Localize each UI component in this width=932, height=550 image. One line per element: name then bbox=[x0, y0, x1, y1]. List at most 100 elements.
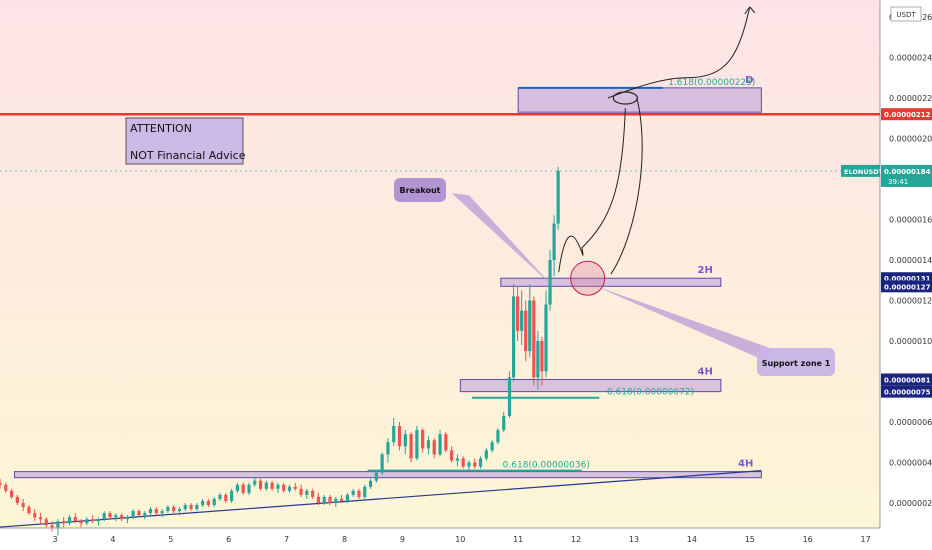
candle-body bbox=[508, 377, 511, 415]
candle-body bbox=[381, 454, 384, 472]
fib-label: 1.618(0.00000225) bbox=[668, 78, 755, 88]
x-tick-label: 14 bbox=[687, 535, 697, 544]
candle-body bbox=[120, 515, 123, 519]
price-tag-label: 0.00000075 bbox=[884, 389, 931, 397]
candle-body bbox=[178, 509, 181, 511]
candle-body bbox=[340, 499, 343, 501]
candle-body bbox=[512, 296, 515, 377]
candle-body bbox=[299, 489, 302, 495]
candle-body bbox=[242, 485, 245, 493]
candle-body bbox=[375, 473, 378, 481]
candle-body bbox=[97, 519, 100, 521]
candle-body bbox=[27, 507, 30, 513]
zone-box[interactable] bbox=[14, 472, 761, 478]
candle-body bbox=[16, 497, 19, 503]
candle-body bbox=[45, 519, 48, 525]
candle-body bbox=[85, 519, 88, 523]
candle-body bbox=[161, 511, 164, 513]
candle-body bbox=[421, 430, 424, 448]
candle-body bbox=[334, 499, 337, 503]
candle-body bbox=[357, 491, 360, 497]
candle-body bbox=[369, 481, 372, 487]
candle-body bbox=[114, 515, 117, 517]
candle-body bbox=[363, 487, 366, 497]
candle-body bbox=[516, 296, 519, 330]
candle-body bbox=[259, 481, 262, 489]
candle-body bbox=[491, 442, 494, 450]
candle-body bbox=[557, 171, 560, 224]
candle-body bbox=[213, 499, 216, 505]
zone-box[interactable] bbox=[518, 88, 761, 112]
candle-body bbox=[271, 483, 274, 489]
candle-body bbox=[427, 440, 430, 448]
breakout-label: Breakout bbox=[400, 186, 441, 195]
candle-body bbox=[51, 525, 54, 527]
x-tick-label: 12 bbox=[571, 535, 581, 544]
candle-body bbox=[189, 505, 192, 509]
price-tag-label: 0.00000212 bbox=[884, 111, 931, 119]
candle-body bbox=[524, 311, 527, 352]
candle-body bbox=[10, 491, 13, 497]
candle-body bbox=[132, 511, 135, 517]
candle-body bbox=[108, 513, 111, 517]
candle-body bbox=[195, 505, 198, 509]
candle-body bbox=[33, 513, 36, 517]
candle-body bbox=[4, 485, 7, 491]
candle-body bbox=[520, 311, 523, 331]
last-price-label: 0.00000184 bbox=[884, 168, 931, 176]
candle-body bbox=[137, 511, 140, 515]
x-tick-label: 6 bbox=[226, 535, 231, 544]
zone-box[interactable] bbox=[501, 278, 721, 286]
candle-body bbox=[473, 463, 476, 467]
candle-body bbox=[247, 485, 250, 493]
candle-body bbox=[540, 341, 543, 371]
candle-body bbox=[149, 509, 152, 513]
candle-body bbox=[288, 487, 291, 491]
candle-body bbox=[39, 517, 42, 519]
candle-body bbox=[218, 495, 221, 499]
candle-body bbox=[56, 521, 59, 527]
y-tick-label: 0.00000240 bbox=[889, 54, 932, 63]
candle-body bbox=[0, 483, 2, 485]
candle-body bbox=[398, 426, 401, 446]
zone-label: 4H bbox=[738, 459, 753, 470]
fib-label: 0.618(0.00000072) bbox=[607, 388, 694, 398]
y-tick-label: 0.00000040 bbox=[889, 459, 932, 468]
price-tag-label: 0.00000081 bbox=[884, 376, 931, 384]
currency-label: USDT bbox=[896, 11, 916, 19]
candle-body bbox=[184, 505, 187, 509]
candle-body bbox=[311, 491, 314, 497]
candle-body bbox=[305, 491, 308, 495]
candle-body bbox=[532, 301, 535, 378]
candle-body bbox=[236, 485, 239, 491]
x-tick-label: 9 bbox=[400, 535, 405, 544]
candle-body bbox=[294, 487, 297, 489]
candle-body bbox=[207, 501, 210, 505]
candle-body bbox=[103, 513, 106, 519]
candle-body bbox=[479, 458, 482, 466]
x-tick-label: 4 bbox=[110, 535, 115, 544]
candle-body bbox=[224, 495, 227, 501]
candle-body bbox=[409, 434, 412, 458]
candle-body bbox=[253, 481, 256, 485]
x-tick-label: 10 bbox=[455, 535, 465, 544]
candle-body bbox=[282, 485, 285, 491]
candle-body bbox=[467, 463, 470, 467]
candle-body bbox=[328, 497, 331, 503]
candle-body bbox=[230, 491, 233, 501]
candle-body bbox=[444, 434, 447, 450]
countdown-label: 39:41 bbox=[888, 178, 908, 186]
zone-label: 2H bbox=[698, 265, 713, 276]
candle-body bbox=[74, 517, 77, 521]
zone-label: 4H bbox=[698, 366, 713, 377]
candle-body bbox=[552, 224, 555, 260]
y-tick-label: 0.00000020 bbox=[889, 499, 932, 508]
candle-body bbox=[438, 434, 441, 454]
y-tick-label: 0.00000200 bbox=[889, 135, 932, 144]
x-tick-label: 15 bbox=[745, 535, 755, 544]
x-tick-label: 5 bbox=[168, 535, 173, 544]
